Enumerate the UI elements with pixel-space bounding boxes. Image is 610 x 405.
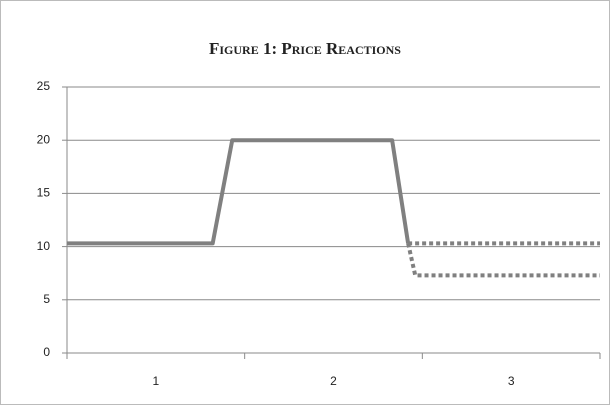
y-tick-label: 5 — [43, 292, 50, 306]
x-tick-label: 1 — [152, 374, 159, 388]
data-line — [67, 138, 411, 246]
x-tick-label: 3 — [508, 374, 515, 388]
y-tick-label: 20 — [37, 132, 51, 146]
x-tick-label: 2 — [330, 374, 337, 388]
data-line — [406, 242, 600, 278]
y-tick-label: 0 — [43, 345, 50, 359]
y-tick-label: 10 — [37, 239, 51, 253]
y-tick-label: 25 — [37, 79, 51, 93]
y-tick-label: 15 — [37, 186, 51, 200]
chart-title: Figure 1: Price Reactions — [209, 39, 401, 58]
